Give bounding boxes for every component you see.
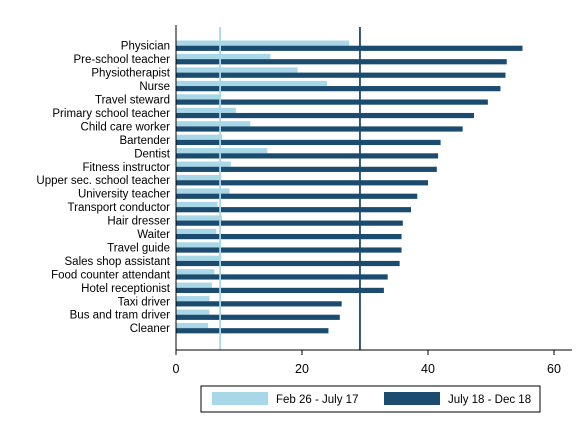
legend-swatch bbox=[212, 392, 268, 405]
x-axis: 0 20 40 60 bbox=[173, 25, 572, 376]
bar-feb-jul bbox=[176, 80, 328, 87]
bar-feb-jul bbox=[176, 322, 209, 329]
category-label: University teacher bbox=[78, 189, 170, 201]
bar-jul-dec bbox=[176, 301, 342, 307]
bar-feb-jul bbox=[176, 67, 298, 73]
bar-jul-dec bbox=[176, 59, 507, 65]
category-label: Hotel receptionist bbox=[81, 283, 171, 295]
bars-layer bbox=[176, 40, 523, 334]
category-label: Pre-school teacher bbox=[73, 54, 170, 66]
x-tick-label: 0 bbox=[173, 362, 180, 376]
bar-feb-jul bbox=[176, 309, 210, 315]
category-label: Hair dresser bbox=[107, 216, 170, 228]
category-label: Waiter bbox=[137, 229, 170, 241]
bar-feb-jul bbox=[176, 282, 212, 288]
bar-feb-jul bbox=[176, 215, 222, 221]
bar-jul-dec bbox=[176, 126, 463, 132]
category-label: Fitness instructor bbox=[82, 162, 170, 174]
category-label: Travel guide bbox=[107, 242, 170, 254]
bar-jul-dec bbox=[176, 112, 474, 119]
category-label: Upper sec. school teacher bbox=[36, 175, 170, 187]
bar-feb-jul bbox=[176, 121, 251, 127]
category-label: Nurse bbox=[139, 81, 170, 93]
bar-feb-jul bbox=[176, 53, 271, 60]
bar-feb-jul bbox=[176, 296, 210, 302]
category-label: Cleaner bbox=[130, 323, 170, 335]
category-label: Bus and tram driver bbox=[70, 310, 171, 322]
bar-jul-dec bbox=[176, 72, 506, 78]
reference-lines bbox=[219, 27, 361, 350]
bar-jul-dec bbox=[176, 193, 418, 199]
x-tick-label: 60 bbox=[547, 362, 561, 376]
bar-jul-dec bbox=[176, 207, 411, 213]
bar-jul-dec bbox=[176, 260, 400, 267]
category-label: Physician bbox=[121, 41, 170, 53]
category-label: Travel steward bbox=[95, 95, 170, 107]
bar-feb-jul bbox=[176, 107, 236, 113]
category-label: Sales shop assistant bbox=[65, 256, 171, 268]
category-label: Dentist bbox=[134, 148, 171, 160]
bar-feb-jul bbox=[176, 148, 268, 154]
bar-feb-jul bbox=[176, 242, 221, 248]
bar-feb-jul bbox=[176, 269, 215, 275]
bar-jul-dec bbox=[176, 99, 488, 105]
legend-label: July 18 - Dec 18 bbox=[448, 394, 531, 406]
bar-jul-dec bbox=[176, 45, 523, 51]
bar-feb-jul bbox=[176, 255, 221, 261]
bar-jul-dec bbox=[176, 153, 439, 159]
bar-jul-dec bbox=[176, 220, 403, 226]
category-label: Child care worker bbox=[81, 121, 171, 133]
legend-swatch bbox=[384, 392, 440, 405]
bar-feb-jul bbox=[176, 228, 217, 234]
category-label: Food counter attendant bbox=[51, 269, 171, 281]
category-label: Transport conductor bbox=[68, 202, 171, 214]
bar-jul-dec bbox=[176, 247, 402, 253]
x-tick-label: 40 bbox=[421, 362, 435, 376]
bar-feb-jul bbox=[176, 40, 350, 46]
bar-jul-dec bbox=[176, 328, 329, 334]
bar-jul-dec bbox=[176, 166, 437, 172]
legend: Feb 26 - July 17 July 18 - Dec 18 bbox=[200, 385, 541, 413]
bar-feb-jul bbox=[176, 201, 218, 208]
category-label: Bartender bbox=[119, 135, 170, 147]
bar-jul-dec bbox=[176, 314, 340, 320]
bar-feb-jul bbox=[176, 134, 222, 140]
bar-jul-dec bbox=[176, 287, 384, 293]
bar-feb-jul bbox=[176, 94, 221, 100]
legend-label: Feb 26 - July 17 bbox=[276, 394, 358, 406]
x-tick-label: 20 bbox=[295, 362, 309, 376]
bar-jul-dec bbox=[176, 274, 388, 280]
category-label: Taxi driver bbox=[118, 296, 171, 308]
bar-feb-jul bbox=[176, 188, 230, 194]
bar-jul-dec bbox=[176, 86, 501, 92]
bar-jul-dec bbox=[176, 139, 441, 146]
category-label: Physiotherapist bbox=[91, 68, 170, 80]
category-label: Primary school teacher bbox=[52, 108, 170, 120]
bar-feb-jul bbox=[176, 161, 231, 167]
bar-jul-dec bbox=[176, 180, 428, 186]
bar-jul-dec bbox=[176, 234, 402, 240]
bar-feb-jul bbox=[176, 175, 222, 181]
